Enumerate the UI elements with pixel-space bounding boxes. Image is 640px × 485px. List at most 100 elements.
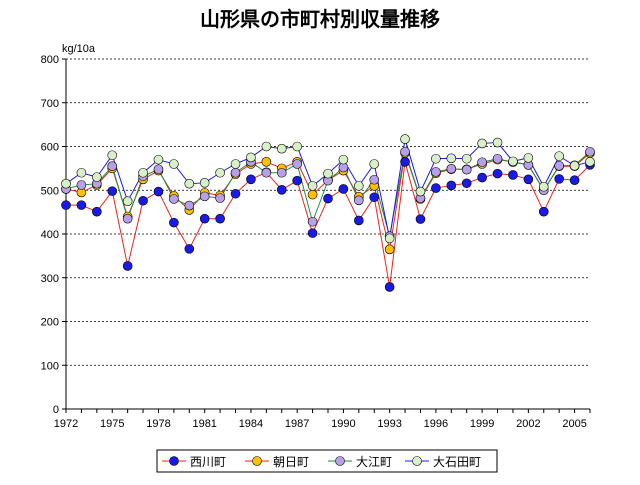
point-s0-2001 [508, 170, 518, 180]
y-tick-labels: 0 100 200 300 400 500 600 700 800 [41, 54, 59, 416]
chart-title: 山形県の市町村別収量推移 [200, 7, 440, 31]
x-tick-label-5: 1987 [285, 418, 309, 430]
point-s3-1976 [122, 196, 133, 206]
legend-marker-2 [335, 456, 345, 466]
y-tick-label-2: 200 [41, 317, 59, 329]
point-s2-1988 [307, 216, 318, 227]
point-s3-1996 [431, 153, 441, 164]
point-s3-1984 [246, 152, 256, 163]
point-s2-1982 [215, 193, 225, 203]
point-s2-1976 [122, 213, 133, 224]
legend-label-0: 西川町 [190, 455, 226, 469]
x-tick-label-4: 1984 [239, 418, 263, 430]
legend-marker-0 [169, 456, 179, 466]
legend-entry-3: 大石田町 [405, 455, 481, 469]
point-s3-1999 [477, 138, 487, 149]
point-s2-1992 [369, 174, 380, 185]
legend-entry-0: 西川町 [162, 455, 226, 469]
point-s0-1981 [199, 213, 210, 224]
y-tick-label-5: 500 [41, 185, 59, 197]
point-s3-1990 [338, 154, 349, 165]
point-s0-1991 [354, 215, 364, 226]
point-s0-1996 [431, 183, 441, 193]
point-s0-1997 [446, 180, 457, 191]
point-s3-2000 [492, 137, 503, 148]
point-s2-1979 [169, 194, 179, 204]
point-s0-1972 [61, 200, 71, 210]
point-s0-1986 [276, 185, 287, 195]
point-s0-1999 [477, 172, 487, 183]
point-s3-1994 [400, 134, 410, 144]
point-s0-2005 [569, 175, 580, 185]
point-s1-1993 [384, 244, 395, 255]
point-s2-1991 [354, 195, 364, 206]
x-tick-label-6: 1990 [331, 418, 355, 430]
x-tick-label-0: 1972 [54, 418, 78, 430]
point-s3-1974 [92, 172, 102, 182]
point-s0-1984 [246, 174, 256, 185]
point-s2-1986 [276, 167, 287, 178]
point-s0-1977 [138, 195, 148, 206]
point-s0-1998 [461, 178, 472, 189]
point-s3-2002 [523, 153, 534, 163]
legend: 西川町 朝日町 大江町 大石田町 [156, 449, 498, 473]
point-s0-2003 [538, 206, 549, 217]
point-s1-1988 [307, 189, 318, 200]
x-tick-label-9: 1999 [470, 418, 494, 430]
point-s0-1980 [184, 244, 195, 254]
point-s3-1980 [184, 178, 195, 189]
point-s3-1981 [199, 178, 210, 188]
point-s2-1998 [461, 164, 472, 175]
legend-marker-1 [252, 456, 262, 466]
point-s3-2001 [508, 156, 518, 167]
x-tick-label-11: 2005 [562, 418, 586, 430]
point-s2-1987 [292, 159, 302, 169]
point-s3-1983 [230, 159, 241, 169]
legend-label-1: 朝日町 [273, 455, 309, 469]
point-s0-1988 [307, 228, 318, 238]
point-s3-1988 [307, 181, 318, 191]
point-s3-1998 [461, 153, 472, 164]
point-s0-2004 [554, 174, 564, 184]
point-s3-1975 [107, 150, 118, 161]
y-tick-label-6: 600 [41, 142, 59, 154]
legend-entry-2: 大江町 [328, 455, 392, 469]
point-s3-1972 [61, 178, 71, 189]
series-markers [61, 134, 595, 292]
legend-label-3: 大石田町 [433, 455, 481, 469]
point-s3-2004 [554, 151, 564, 161]
point-s2-1999 [477, 157, 487, 168]
y-tick-label-3: 300 [41, 273, 59, 285]
point-s0-1979 [169, 217, 179, 228]
point-s2-2004 [554, 160, 564, 171]
x-tick-label-10: 2002 [516, 418, 540, 430]
point-s3-1982 [215, 167, 225, 178]
point-s3-1991 [354, 181, 364, 191]
legend-marker-3 [412, 456, 422, 466]
point-s2-1973 [76, 180, 87, 190]
point-s0-1989 [323, 193, 333, 204]
point-s3-1979 [169, 159, 179, 169]
point-s0-1982 [215, 213, 225, 224]
x-tick-label-3: 1981 [192, 418, 216, 430]
point-s0-1992 [369, 192, 380, 203]
point-s2-1983 [230, 167, 241, 178]
point-s0-2000 [492, 168, 503, 179]
point-s0-2002 [523, 174, 534, 185]
point-s3-1985 [261, 141, 272, 152]
point-s3-1995 [415, 186, 426, 197]
point-s3-2003 [538, 181, 549, 192]
point-s0-1994 [400, 157, 410, 167]
point-s3-1973 [76, 167, 87, 178]
point-s0-1983 [230, 188, 241, 199]
point-s3-1987 [292, 141, 302, 152]
point-s1-1985 [261, 157, 272, 167]
y-tick-label-1: 100 [41, 360, 59, 372]
grid [66, 58, 590, 366]
point-s2-1996 [431, 167, 441, 177]
x-tick-label-2: 1978 [146, 418, 170, 430]
y-tick-label-0: 0 [53, 404, 59, 416]
x-tick-labels: 1972 1975 1978 1981 1984 1987 1990 1993 1996 1999… [54, 418, 587, 430]
point-s0-1978 [153, 186, 164, 197]
